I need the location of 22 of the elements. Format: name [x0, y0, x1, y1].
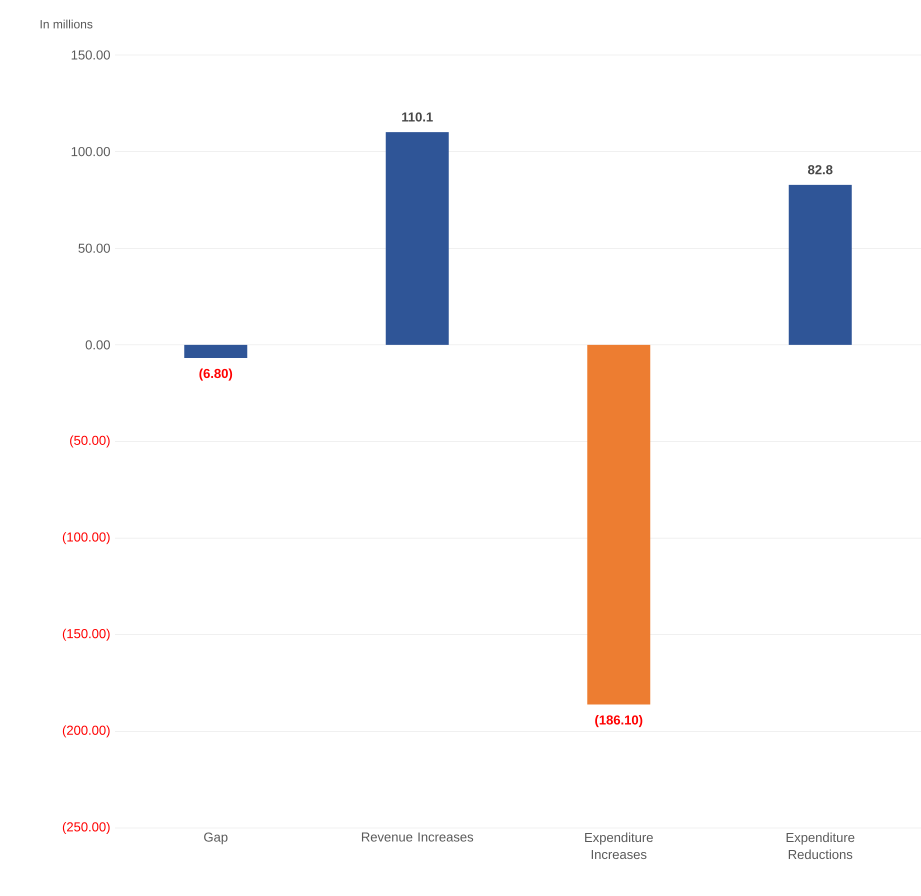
bar — [386, 132, 449, 345]
bar — [788, 184, 852, 345]
x-tick-label: Gap — [204, 832, 228, 844]
y-tick-label: (250.00) — [62, 822, 110, 834]
x-tick-label: Expenditure Reductions — [786, 832, 854, 860]
data-label: 110.1 — [402, 112, 433, 122]
data-label: 82.8 — [808, 165, 833, 174]
data-label: (6.80) — [199, 368, 232, 381]
y-tick-label: (150.00) — [62, 628, 110, 641]
x-tick-label: Expenditure Increases — [585, 832, 653, 860]
y-axis-title: In millions — [40, 20, 92, 28]
y-tick-label: (50.00) — [70, 435, 110, 448]
bar — [587, 344, 650, 705]
x-tick-label: Revenue Increases — [362, 832, 474, 842]
y-tick-label: (100.00) — [62, 532, 110, 544]
y-tick-label: 50.00 — [78, 244, 110, 253]
bar — [184, 344, 248, 358]
y-tick-label: 150.00 — [72, 50, 110, 60]
data-label: (186.10) — [595, 715, 642, 728]
y-tick-label: 0.00 — [86, 340, 110, 350]
y-tick-label: (200.00) — [62, 725, 110, 738]
y-tick-label: 100.00 — [72, 147, 110, 156]
